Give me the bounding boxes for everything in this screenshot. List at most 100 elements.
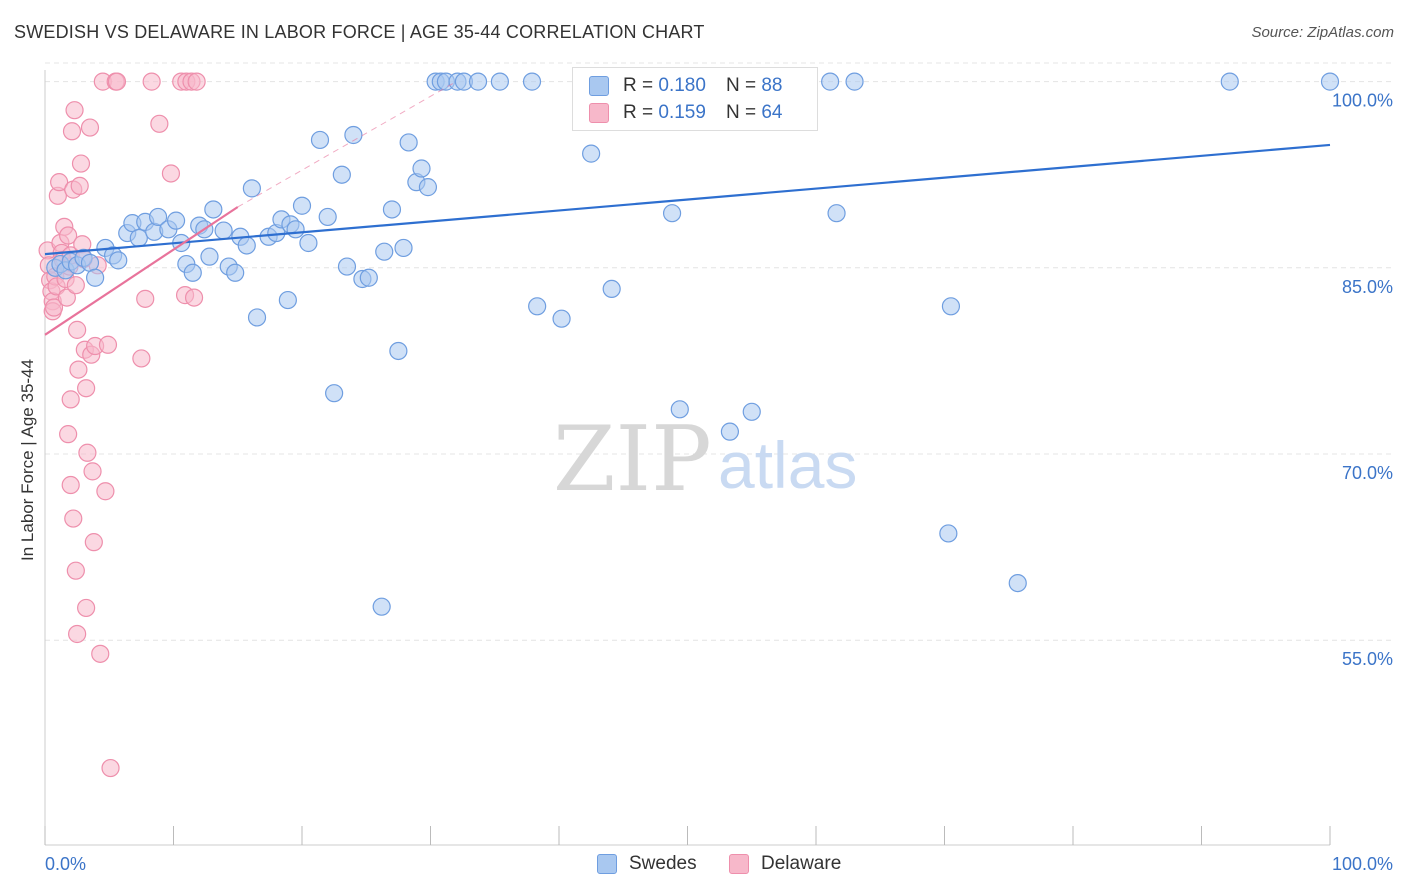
swedes-point	[278, 290, 297, 310]
swedes-point	[337, 257, 357, 276]
swedes-point	[1320, 72, 1340, 91]
legend-row-swedes: R = 0.180 N = 88	[589, 74, 782, 98]
trend-lines	[44, 81, 1331, 336]
swedes-point	[382, 200, 402, 219]
delaware-trend-extension	[237, 81, 457, 208]
swedes-point	[742, 402, 761, 421]
r-label: R =	[623, 102, 654, 123]
r-label: R =	[623, 75, 654, 96]
swedes-point	[318, 207, 337, 227]
swedes-point	[214, 221, 233, 240]
swedes-point	[200, 247, 219, 266]
delaware-point	[132, 349, 151, 368]
delaware-legend-swatch	[729, 854, 749, 874]
swedes-point	[399, 133, 418, 152]
delaware-point	[61, 390, 80, 409]
legend-label-swedes: Swedes	[629, 853, 697, 874]
delaware-point	[62, 122, 82, 141]
y-tick-label: 70.0%	[1342, 463, 1393, 483]
swedes-point	[552, 309, 571, 328]
correlation-legend: R = 0.180 N = 88 R = 0.159 N = 64	[572, 67, 818, 131]
delaware-point	[68, 624, 87, 644]
swedes-point	[299, 233, 318, 253]
swedes-point	[468, 72, 488, 91]
delaware-point	[69, 360, 88, 379]
legend-item-swedes[interactable]: Swedes	[597, 851, 697, 877]
swedes-point	[389, 341, 408, 361]
delaware-point	[187, 72, 206, 91]
n-label: N =	[725, 75, 757, 96]
delaware-point	[96, 482, 115, 501]
delaware-point	[59, 425, 78, 444]
swedes-point	[720, 422, 740, 441]
swedes-point	[226, 263, 245, 282]
r-value-swedes: 0.180	[658, 75, 706, 96]
delaware-point	[101, 758, 120, 778]
swedes-swatch	[589, 76, 609, 96]
swedes-point	[286, 220, 305, 239]
legend-item-delaware[interactable]: Delaware	[729, 851, 841, 877]
delaware-point	[66, 561, 85, 580]
n-label: N =	[725, 102, 757, 123]
x-tick-label-min: 0.0%	[45, 854, 86, 874]
swedes-point	[1220, 72, 1239, 91]
gridlines	[45, 62, 1393, 641]
delaware-point	[77, 598, 96, 618]
delaware-trend-line	[44, 206, 239, 336]
delaware-point	[161, 164, 181, 183]
legend-row-delaware: R = 0.159 N = 64	[589, 101, 782, 125]
delaware-point	[136, 289, 155, 308]
swedes-trend-line	[44, 143, 1331, 256]
delaware-point	[68, 320, 87, 339]
swedes-point	[129, 228, 148, 248]
swedes-point	[166, 211, 186, 230]
swedes-point	[375, 242, 394, 261]
delaware-point	[91, 644, 110, 663]
swedes-point	[522, 72, 542, 91]
delaware-point	[61, 475, 80, 495]
delaware-point	[107, 72, 127, 91]
delaware-point	[65, 101, 84, 120]
swedes-point	[941, 297, 961, 316]
swedes-point	[332, 165, 351, 184]
x-tick-label-max: 100.0%	[1332, 854, 1393, 874]
swedes-point	[292, 196, 312, 215]
n-value-delaware: 64	[761, 102, 783, 123]
chart-title: SWEDISH VS DELAWARE IN LABOR FORCE | AGE…	[14, 22, 705, 42]
watermark-atlas: atlas	[718, 428, 857, 502]
swedes-point	[204, 200, 223, 219]
swedes-point	[344, 125, 363, 145]
delaware-swatch	[589, 103, 609, 123]
swedes-point	[827, 204, 846, 223]
source-credit: Source: ZipAtlas.com	[1251, 24, 1394, 41]
y-tick-label: 100.0%	[1332, 91, 1393, 111]
swedes-point	[394, 238, 413, 258]
delaware-point	[84, 533, 103, 552]
watermark: ZIP atlas	[553, 407, 857, 512]
delaware-point	[66, 276, 85, 295]
watermark-zip: ZIP	[553, 407, 712, 512]
y-tick-label: 85.0%	[1342, 277, 1393, 297]
delaware-point	[98, 335, 118, 354]
delaware-point	[57, 288, 76, 307]
swedes-point	[325, 384, 344, 403]
swedes-point	[183, 263, 202, 282]
delaware-point	[77, 379, 96, 398]
swedes-point	[148, 207, 168, 227]
swedes-point	[490, 72, 509, 91]
delaware-point	[83, 462, 102, 481]
swedes-point	[670, 400, 689, 419]
delaware-point	[64, 509, 83, 528]
y-axis-label: In Labor Force | Age 35-44	[18, 359, 37, 561]
swedes-point	[528, 297, 547, 316]
delaware-point	[80, 118, 100, 137]
swedes-legend-swatch	[597, 854, 617, 874]
swedes-point	[310, 130, 330, 150]
swedes-point	[821, 72, 840, 91]
swedes-point	[359, 268, 378, 287]
swedes-point	[582, 144, 601, 163]
delaware-point	[142, 72, 161, 91]
r-value-delaware: 0.159	[658, 102, 706, 123]
swedes-point	[602, 279, 621, 299]
swedes-point	[109, 251, 128, 270]
